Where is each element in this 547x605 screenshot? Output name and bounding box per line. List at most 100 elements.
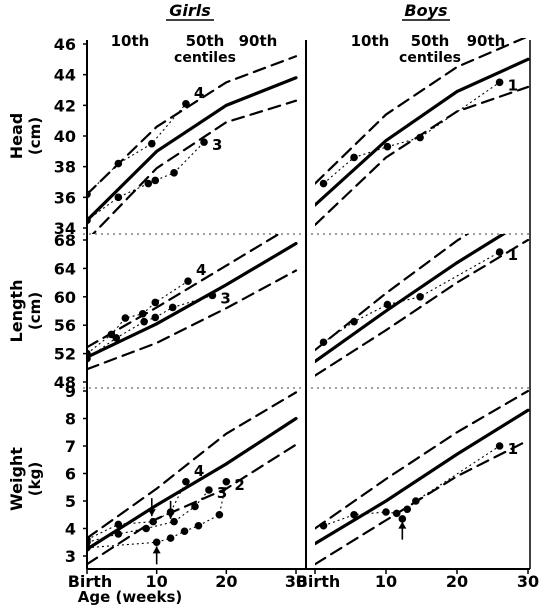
data-point-subject-1 — [398, 515, 407, 523]
data-point-subject-4 — [182, 100, 190, 108]
data-point-subject-2 — [222, 477, 231, 486]
y-axis-label-head: Head — [7, 113, 26, 160]
x-tick-label-girls-10: 10 — [146, 572, 168, 591]
panel-length-girls — [87, 234, 298, 371]
centile-label-10th: 10th — [351, 32, 390, 50]
arrow-head — [152, 546, 161, 554]
data-point-subject-3 — [142, 524, 151, 533]
centile-line-p90-length-girls — [87, 234, 281, 349]
data-point-subject-1 — [350, 510, 358, 519]
subject-label-1-length-boys: 1 — [508, 246, 518, 264]
x-axis-label: Age (weeks) — [78, 588, 183, 605]
centile-label-90th: 90th — [467, 32, 506, 50]
data-point-subject-2 — [215, 510, 224, 519]
data-point-subject-3 — [205, 486, 213, 494]
subject-line-4 — [87, 280, 189, 355]
y-tick-label-length-48: 48 — [54, 373, 76, 392]
panel-head-boys — [315, 38, 530, 227]
subject-line-1 — [323, 251, 500, 343]
arrow-head — [147, 509, 156, 517]
data-point-subject-4 — [182, 477, 190, 486]
data-point-subject-1 — [383, 300, 392, 309]
data-point-subject-1 — [495, 248, 504, 256]
data-point-subject-1 — [495, 78, 504, 87]
data-point-subject-1 — [495, 442, 504, 450]
centile-label-50th: 50th — [186, 32, 225, 50]
data-point-subject-3 — [151, 313, 160, 322]
x-tick-label-girls-30: 30 — [285, 572, 307, 591]
y-axis-unit-weight: (kg) — [26, 462, 44, 496]
centile-line-p50-length-girls — [87, 241, 298, 359]
data-point-subject-1 — [412, 497, 420, 505]
data-point-subject-4 — [138, 310, 147, 318]
data-point-subject-1 — [350, 317, 358, 326]
subject-label-3-weight-girls: 3 — [217, 484, 227, 502]
data-point-subject-4 — [149, 517, 157, 526]
y-axis-unit-length: (cm) — [26, 292, 44, 330]
annotation-arrow-down — [166, 500, 175, 519]
y-tick-label-head-46: 46 — [54, 35, 76, 54]
panel-title-boys: Boys — [404, 1, 447, 20]
x-tick-label-girls-birth: Birth — [68, 572, 113, 591]
data-point-subject-3 — [114, 193, 123, 202]
data-point-subject-3 — [200, 138, 208, 146]
data-point-subject-4 — [121, 314, 130, 322]
centile-label-10th: 10th — [111, 32, 150, 50]
centile-line-p10-head-girls — [91, 99, 298, 234]
centile-line-p10-length-girls — [87, 269, 298, 371]
centile-line-p10-weight-boys — [315, 439, 530, 566]
centile-line-p90-weight-boys — [315, 389, 530, 530]
subject-label-1-head-boys: 1 — [508, 76, 518, 94]
x-tick-label-girls-20: 20 — [215, 572, 237, 591]
y-tick-label-weight-4: 4 — [65, 520, 76, 539]
data-point-subject-4 — [87, 190, 91, 199]
data-point-subject-1 — [383, 142, 392, 151]
subject-line-3 — [87, 294, 213, 360]
panel-weight-boys — [315, 389, 530, 566]
y-tick-label-head-40: 40 — [54, 127, 76, 146]
centile-line-p50-head-boys — [315, 57, 530, 207]
data-point-subject-4 — [151, 298, 160, 307]
subject-line-4 — [87, 103, 187, 195]
data-point-subject-2 — [87, 543, 91, 552]
data-point-subject-1 — [319, 179, 328, 188]
subject-label-2-weight-girls: 2 — [234, 476, 244, 494]
y-tick-label-length-60: 60 — [54, 288, 76, 307]
data-point-subject-1 — [319, 338, 328, 347]
subject-label-3-head-girls: 3 — [212, 136, 222, 154]
panel-title-girls: Girls — [169, 1, 211, 20]
y-tick-label-head-34: 34 — [54, 219, 76, 238]
arrow-head — [398, 521, 407, 529]
data-point-subject-2 — [152, 538, 161, 547]
y-axis-unit-head: (cm) — [26, 117, 44, 155]
data-point-subject-3 — [140, 317, 148, 326]
data-point-subject-4 — [114, 520, 123, 529]
data-point-subject-3 — [114, 530, 123, 538]
centile-line-p90-head-boys — [315, 38, 527, 185]
subject-label-4-length-girls: 4 — [196, 261, 206, 279]
centiles-word-label: centiles — [174, 50, 236, 66]
x-tick-label-boys-10: 10 — [375, 572, 397, 591]
annotation-arrow-up — [398, 521, 407, 540]
y-tick-label-length-56: 56 — [54, 316, 76, 335]
data-point-subject-1 — [350, 153, 358, 162]
data-point-subject-3 — [170, 169, 178, 177]
centile-line-p10-length-boys — [315, 238, 530, 377]
y-tick-label-weight-7: 7 — [65, 437, 76, 456]
subject-label-1-weight-boys: 1 — [508, 440, 518, 458]
y-tick-label-head-42: 42 — [54, 96, 76, 115]
annotation-arrow-up — [152, 546, 161, 565]
data-point-subject-4 — [114, 159, 123, 168]
centile-label-90th: 90th — [239, 32, 278, 50]
data-point-subject-4 — [147, 139, 156, 148]
data-point-subject-3 — [87, 354, 91, 363]
centile-label-50th: 50th — [411, 32, 450, 50]
data-point-subject-1 — [392, 509, 401, 518]
y-tick-label-head-38: 38 — [54, 158, 76, 177]
centile-line-p50-weight-girls — [87, 416, 298, 551]
data-point-subject-4 — [184, 277, 192, 285]
